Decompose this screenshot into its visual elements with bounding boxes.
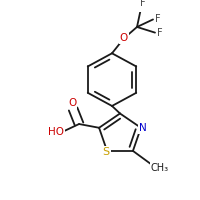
Text: CH₃: CH₃	[151, 163, 169, 173]
Text: F: F	[155, 14, 161, 24]
Text: F: F	[140, 0, 146, 8]
Text: N: N	[139, 123, 147, 133]
Text: HO: HO	[48, 127, 64, 137]
Text: O: O	[120, 33, 128, 43]
Text: O: O	[68, 98, 76, 108]
Text: F: F	[157, 28, 163, 38]
Text: S: S	[103, 147, 110, 157]
